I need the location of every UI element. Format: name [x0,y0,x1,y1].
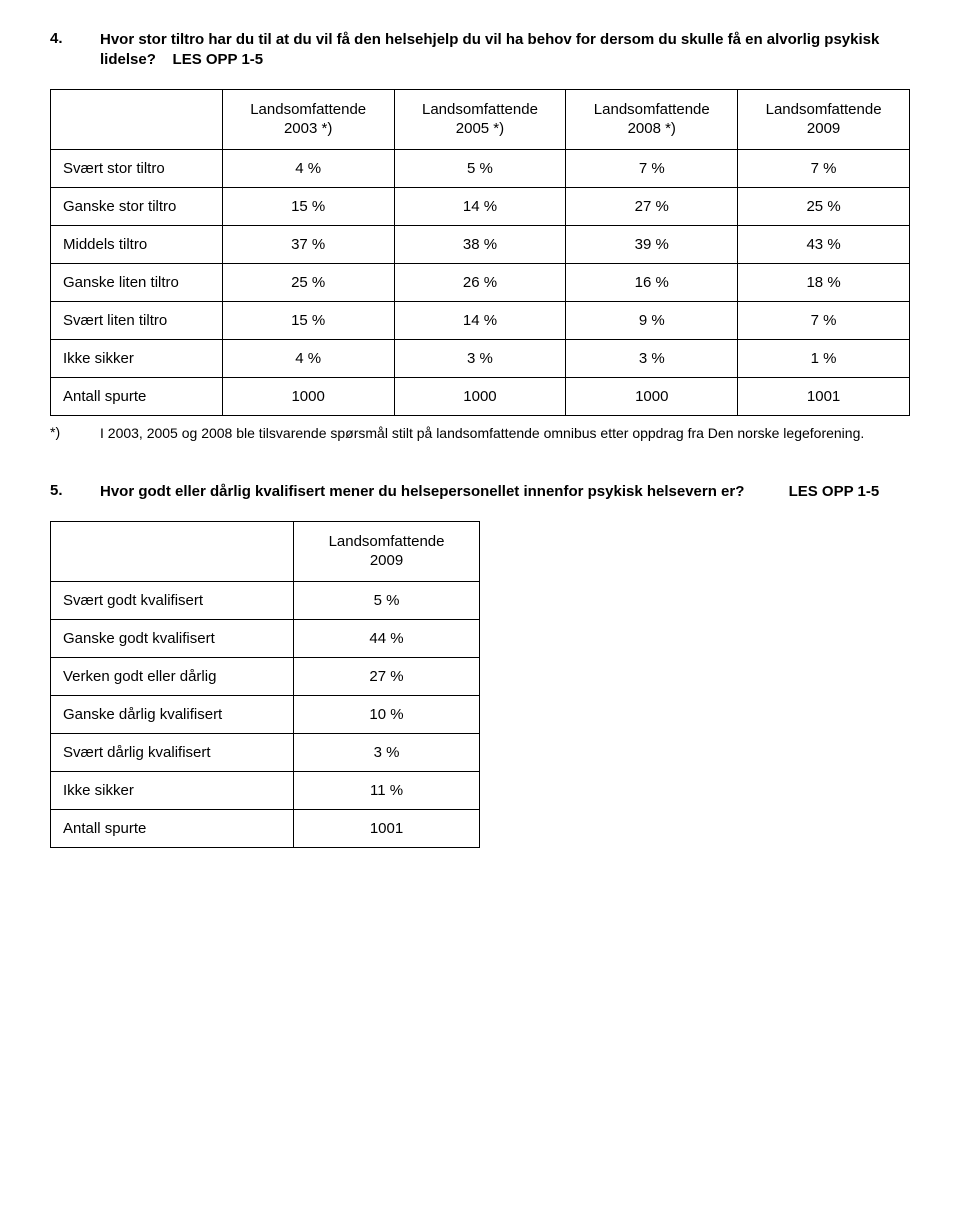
col-header: Landsomfattende 2009 [738,89,910,149]
row-label: Svært godt kvalifisert [51,581,294,619]
cell: 14 % [394,301,566,339]
cell: 15 % [222,187,394,225]
col-line2: 2003 *) [235,119,382,139]
q5-text: Hvor godt eller dårlig kvalifisert mener… [100,482,879,502]
table-row: Antall spurte 1000 1000 1000 1001 [51,377,910,415]
row-label: Verken godt eller dårlig [51,657,294,695]
cell: 7 % [738,301,910,339]
q5-number: 5. [50,482,100,502]
q4-table: Landsomfattende 2003 *) Landsomfattende … [50,89,910,416]
empty-header [51,521,294,581]
cell: 44 % [294,619,480,657]
row-label: Svært dårlig kvalifisert [51,733,294,771]
table-row: Ikke sikker 4 % 3 % 3 % 1 % [51,339,910,377]
cell: 26 % [394,263,566,301]
cell: 3 % [566,339,738,377]
col-line1: Landsomfattende [235,100,382,120]
table-row: Svært dårlig kvalifisert 3 % [51,733,480,771]
cell: 1000 [394,377,566,415]
table-row: Ganske liten tiltro 25 % 26 % 16 % 18 % [51,263,910,301]
row-label: Ganske stor tiltro [51,187,223,225]
question-4: 4. Hvor stor tiltro har du til at du vil… [50,30,910,71]
table-header-row: Landsomfattende 2009 [51,521,480,581]
row-label: Antall spurte [51,809,294,847]
cell: 1001 [294,809,480,847]
col-line1: Landsomfattende [306,532,467,552]
q5-table: Landsomfattende 2009 Svært godt kvalifis… [50,521,480,848]
table-row: Ikke sikker 11 % [51,771,480,809]
cell: 4 % [222,149,394,187]
cell: 43 % [738,225,910,263]
row-label: Ganske dårlig kvalifisert [51,695,294,733]
table-row: Svært liten tiltro 15 % 14 % 9 % 7 % [51,301,910,339]
cell: 37 % [222,225,394,263]
row-label: Svært liten tiltro [51,301,223,339]
cell: 25 % [738,187,910,225]
col-line1: Landsomfattende [750,100,897,120]
table-row: Ganske godt kvalifisert 44 % [51,619,480,657]
cell: 27 % [566,187,738,225]
col-line2: 2009 [306,551,467,571]
q4-number: 4. [50,30,100,71]
cell: 1001 [738,377,910,415]
cell: 5 % [294,581,480,619]
cell: 16 % [566,263,738,301]
table-row: Svært stor tiltro 4 % 5 % 7 % 7 % [51,149,910,187]
table-header-row: Landsomfattende 2003 *) Landsomfattende … [51,89,910,149]
table-row: Antall spurte 1001 [51,809,480,847]
q4-instruction: LES OPP 1-5 [173,51,264,68]
cell: 1000 [222,377,394,415]
page: 4. Hvor stor tiltro har du til at du vil… [0,0,960,898]
cell: 7 % [566,149,738,187]
q5-instruction: LES OPP 1-5 [789,483,880,500]
row-label: Ikke sikker [51,771,294,809]
cell: 10 % [294,695,480,733]
cell: 1 % [738,339,910,377]
col-header: Landsomfattende 2005 *) [394,89,566,149]
cell: 1000 [566,377,738,415]
table-row: Ganske dårlig kvalifisert 10 % [51,695,480,733]
cell: 7 % [738,149,910,187]
cell: 14 % [394,187,566,225]
col-line2: 2008 *) [578,119,725,139]
col-header: Landsomfattende 2009 [294,521,480,581]
cell: 3 % [394,339,566,377]
col-header: Landsomfattende 2003 *) [222,89,394,149]
row-label: Svært stor tiltro [51,149,223,187]
col-line2: 2009 [750,119,897,139]
cell: 38 % [394,225,566,263]
footnote-text: I 2003, 2005 og 2008 ble tilsvarende spø… [100,424,864,443]
table-row: Ganske stor tiltro 15 % 14 % 27 % 25 % [51,187,910,225]
table-row: Verken godt eller dårlig 27 % [51,657,480,695]
q5-question: Hvor godt eller dårlig kvalifisert mener… [100,483,744,500]
cell: 5 % [394,149,566,187]
table-row: Middels tiltro 37 % 38 % 39 % 43 % [51,225,910,263]
cell: 11 % [294,771,480,809]
row-label: Ganske godt kvalifisert [51,619,294,657]
col-line2: 2005 *) [407,119,554,139]
cell: 9 % [566,301,738,339]
row-label: Ikke sikker [51,339,223,377]
cell: 18 % [738,263,910,301]
col-header: Landsomfattende 2008 *) [566,89,738,149]
row-label: Antall spurte [51,377,223,415]
empty-header [51,89,223,149]
q4-text: Hvor stor tiltro har du til at du vil få… [100,30,910,71]
cell: 25 % [222,263,394,301]
cell: 27 % [294,657,480,695]
cell: 3 % [294,733,480,771]
cell: 4 % [222,339,394,377]
footnote-mark: *) [50,424,100,443]
cell: 39 % [566,225,738,263]
col-line1: Landsomfattende [407,100,554,120]
row-label: Middels tiltro [51,225,223,263]
table-row: Svært godt kvalifisert 5 % [51,581,480,619]
col-line1: Landsomfattende [578,100,725,120]
row-label: Ganske liten tiltro [51,263,223,301]
question-5: 5. Hvor godt eller dårlig kvalifisert me… [50,482,910,502]
cell: 15 % [222,301,394,339]
q4-footnote: *) I 2003, 2005 og 2008 ble tilsvarende … [50,424,910,443]
spacer [50,442,910,482]
